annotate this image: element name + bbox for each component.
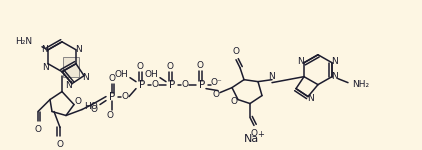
Text: O: O — [181, 80, 189, 89]
Text: N: N — [298, 57, 304, 66]
Text: NH₂: NH₂ — [352, 80, 369, 89]
Text: P: P — [139, 80, 145, 90]
Text: O: O — [106, 111, 114, 120]
Text: O: O — [57, 140, 63, 149]
Text: P: P — [199, 80, 205, 90]
Text: O: O — [136, 62, 143, 71]
Text: O: O — [75, 97, 81, 106]
Text: N: N — [43, 63, 49, 72]
Text: O: O — [122, 92, 129, 101]
Text: O: O — [35, 125, 41, 134]
Text: O: O — [251, 129, 257, 138]
Text: O: O — [230, 97, 238, 106]
Text: N: N — [332, 72, 338, 81]
Text: N: N — [332, 57, 338, 66]
Text: O: O — [213, 90, 219, 99]
Text: O: O — [197, 61, 203, 70]
Text: O: O — [151, 80, 159, 89]
Text: N: N — [269, 72, 276, 81]
Text: OH: OH — [144, 70, 158, 79]
FancyBboxPatch shape — [63, 57, 79, 77]
Text: O: O — [108, 74, 116, 83]
Text: P: P — [169, 80, 175, 90]
Text: O: O — [167, 62, 173, 71]
Text: N: N — [308, 94, 314, 103]
Text: O: O — [90, 105, 97, 114]
Text: O⁻: O⁻ — [210, 78, 222, 87]
Text: Na: Na — [243, 134, 259, 144]
Text: N: N — [83, 73, 89, 82]
Text: N: N — [76, 45, 82, 54]
Text: H₂N: H₂N — [15, 37, 32, 46]
Text: OH: OH — [114, 70, 128, 79]
Text: HO: HO — [84, 102, 98, 111]
Text: O: O — [233, 47, 240, 56]
Text: N: N — [42, 45, 49, 54]
Text: N: N — [66, 81, 73, 90]
Text: P: P — [109, 92, 115, 102]
Text: +: + — [258, 130, 265, 139]
